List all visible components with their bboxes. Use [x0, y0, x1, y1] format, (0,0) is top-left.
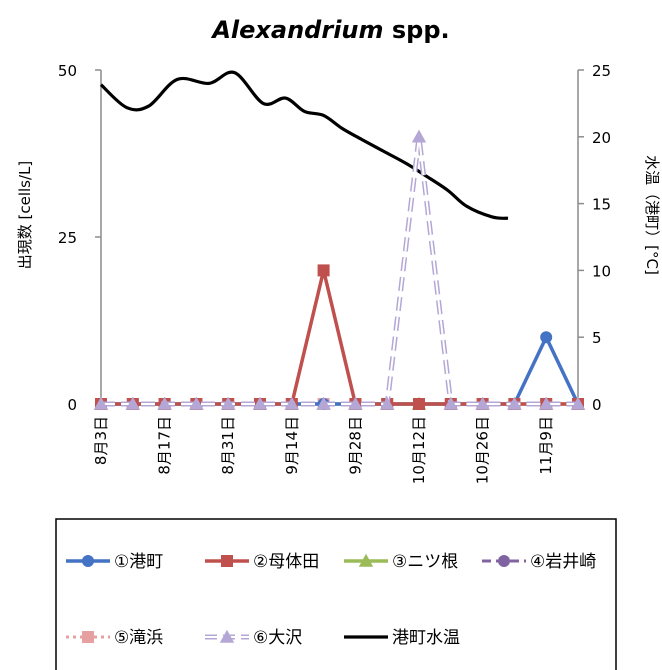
x-tick-label: 9月14日 [283, 416, 301, 475]
series-point [411, 129, 427, 143]
y2-tick-label: 0 [592, 396, 602, 414]
legend-marker [82, 555, 94, 567]
series-point [570, 396, 586, 410]
series-point [540, 331, 553, 344]
x-tick-label: 10月26日 [474, 416, 492, 484]
legend-marker [498, 555, 510, 567]
legend-item: ⑤滝浜 [66, 628, 163, 648]
series-point [316, 396, 331, 410]
legend-label: ④岩井崎 [530, 552, 596, 572]
series-point [475, 396, 490, 410]
temperature-layer [99, 70, 509, 220]
y-tick-label: 50 [58, 62, 77, 80]
series-point [507, 396, 522, 410]
x-tick-labels: 8月3日 8月17日 8月31日 9月14日 9月28日 10月12日 10月26日 11月9… [92, 416, 555, 484]
series-point [443, 396, 458, 410]
legend: ①港町 ②母体田 ③ニツ根 ④岩井崎 ⑤滝浜 ⑥大沢 港町水温 [66, 552, 596, 648]
chart-title-rest: spp. [384, 16, 450, 44]
series-line [101, 269, 578, 406]
legend-label: ⑥大沢 [253, 628, 302, 648]
legend-box [55, 518, 617, 670]
series-point [125, 396, 140, 410]
series-point [157, 396, 172, 410]
series-layer [93, 129, 586, 410]
legend-item: ①港町 [66, 552, 163, 572]
legend-item: ③ニツ根 [344, 552, 458, 572]
x-tick-label: 8月3日 [92, 416, 110, 465]
series-point [348, 396, 363, 410]
y2-tick-label: 25 [592, 62, 611, 80]
chart-title-italic: Alexandrium [210, 16, 383, 44]
legend-label: ⑤滝浜 [114, 628, 163, 648]
x-tick-label: 9月28日 [346, 416, 364, 475]
x-tick-label: 8月31日 [219, 416, 237, 475]
series-point [284, 396, 299, 410]
series-point [252, 396, 268, 410]
y-tick-label: 25 [58, 229, 77, 247]
chart-title: Alexandrium spp. [210, 16, 449, 44]
series-line [101, 136, 578, 407]
series-point [539, 396, 554, 410]
legend-marker [221, 555, 233, 567]
axes: 0 25 50 0 5 10 15 20 25 [58, 62, 611, 414]
y-tick-label: 0 [67, 396, 77, 414]
y2-tick-label: 15 [592, 196, 611, 214]
x-tick-label: 11月9日 [537, 416, 555, 475]
legend-item: ④岩井崎 [482, 552, 596, 572]
y2-tick-label: 20 [592, 129, 611, 147]
legend-label: ③ニツ根 [392, 552, 458, 572]
series-point [93, 396, 109, 410]
legend-label: 港町水温 [392, 628, 460, 648]
series-point [221, 396, 236, 410]
legend-label: ①港町 [114, 552, 163, 572]
series-point [317, 264, 330, 277]
series-line [101, 333, 580, 406]
series-6 [93, 129, 586, 410]
series-2 [95, 264, 584, 410]
series-point [380, 396, 395, 410]
temperature-line [99, 70, 509, 220]
legend-item: 港町水温 [344, 628, 460, 648]
x-tick-label: 8月17日 [156, 416, 174, 475]
y2-axis-label: 水温（港町）[°C] [643, 155, 661, 275]
legend-marker [82, 631, 94, 643]
series-line-inner [101, 136, 578, 405]
series-point [413, 398, 425, 410]
legend-item: ②母体田 [205, 552, 319, 572]
legend-marker [219, 629, 235, 643]
y-axis-label: 出現数 [cells/L] [16, 161, 34, 270]
y2-tick-label: 5 [592, 329, 602, 347]
series-point [189, 396, 204, 410]
x-tick-label: 10月12日 [410, 416, 428, 484]
legend-label: ②母体田 [253, 552, 319, 572]
legend-marker [358, 553, 374, 567]
y2-tick-label: 10 [592, 262, 611, 280]
legend-item: ⑥大沢 [205, 628, 302, 648]
